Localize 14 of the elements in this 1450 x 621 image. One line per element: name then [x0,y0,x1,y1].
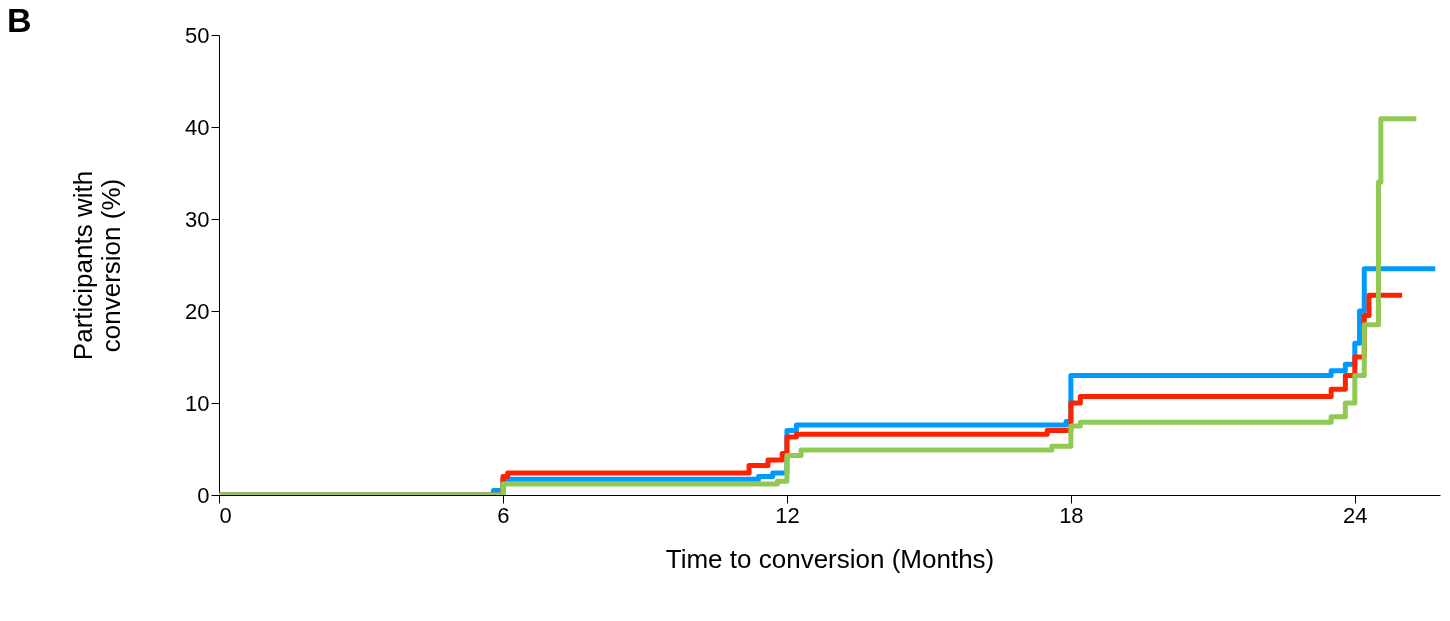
x-tick-label: 6 [497,502,510,528]
x-tick-label: 18 [1059,502,1084,528]
x-tick-label: 24 [1343,502,1368,528]
y-tick-label: 20 [185,298,210,324]
y-tick-label: 0 [197,482,210,508]
y-tick-label: 50 [185,22,210,48]
text: B [7,1,32,39]
y-tick-label: 40 [185,114,210,140]
y-axis-title: Participants with conversion (%) [68,170,127,361]
x-axis-title: Time to conversion (Months) [665,543,995,574]
x-tick-label: 12 [775,502,800,528]
y-tick-label: 30 [185,206,210,232]
x-tick-label: 0 [219,502,232,528]
y-tick-label: 10 [185,390,210,416]
